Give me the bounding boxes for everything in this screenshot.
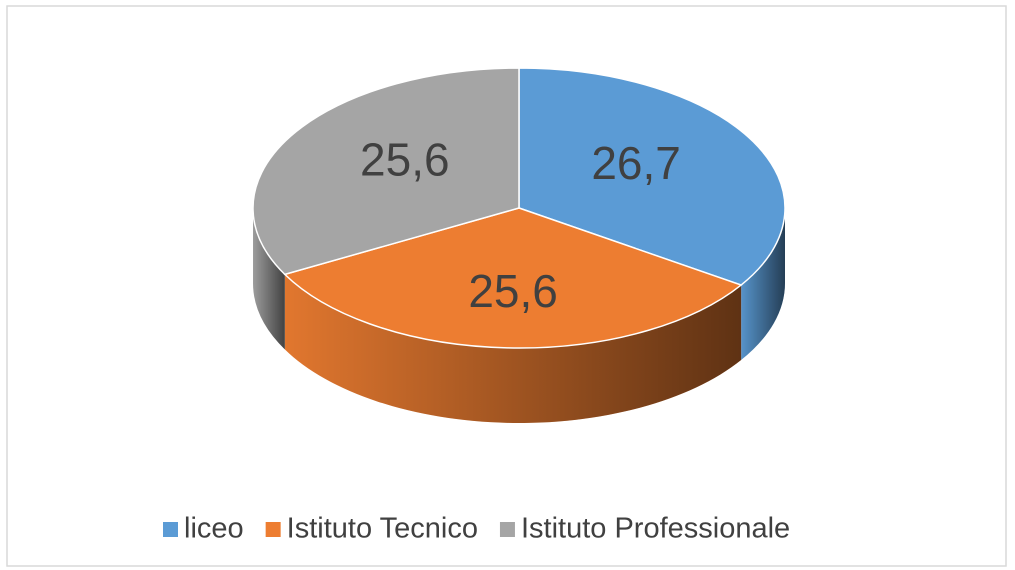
pie-slice — [283, 207, 743, 349]
pie-slice — [252, 67, 520, 276]
legend-label: Istituto Professionale — [521, 513, 790, 545]
data-label: 25,6 — [360, 134, 450, 186]
legend-swatch — [499, 522, 515, 537]
legend-swatch — [265, 522, 281, 537]
legend-swatch — [163, 522, 178, 537]
data-label: 25,6 — [468, 265, 558, 317]
data-label: 26,7 — [591, 137, 681, 189]
legend-label: Istituto Tecnico — [287, 513, 478, 545]
legend-label: liceo — [184, 513, 244, 545]
pie-side-shade — [741, 208, 786, 361]
